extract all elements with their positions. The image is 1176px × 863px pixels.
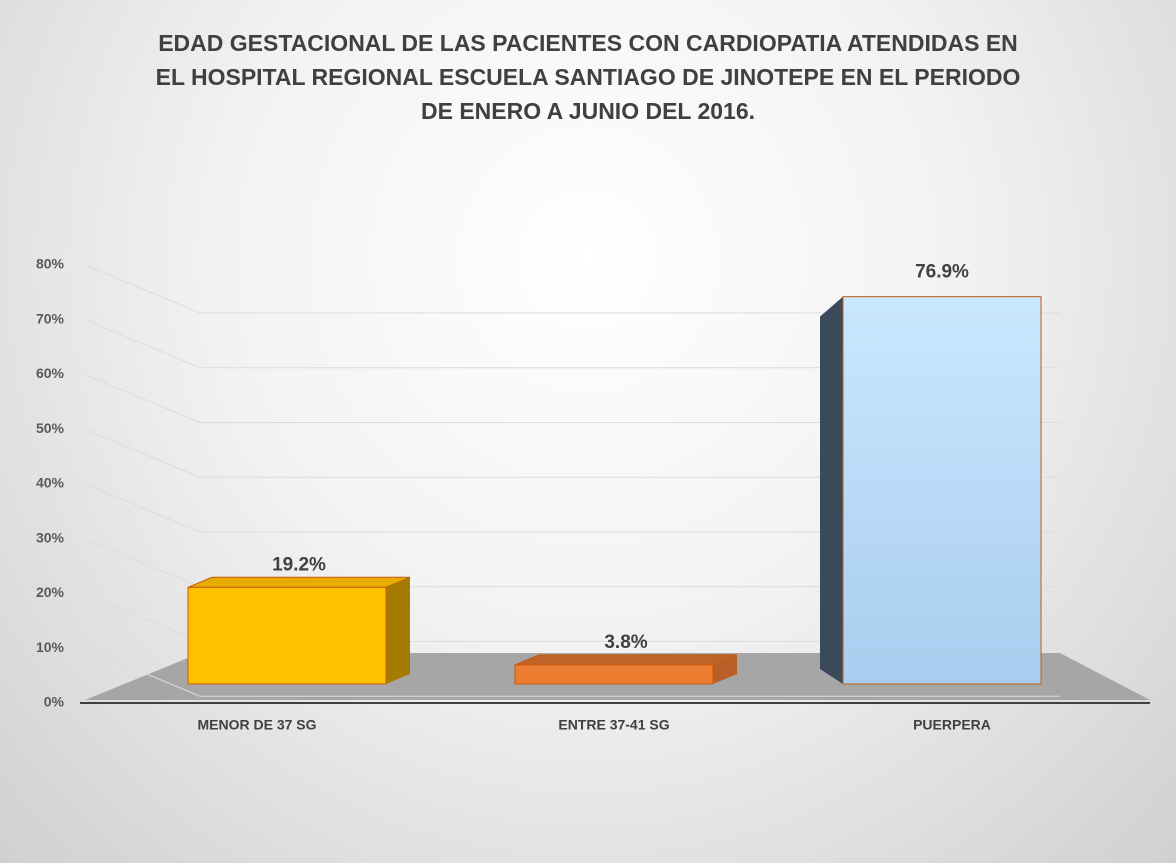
bar-side <box>820 296 843 684</box>
y-tick-label: 80% <box>36 256 65 272</box>
chart-title: EDAD GESTACIONAL DE LAS PACIENTES CON CA… <box>155 30 1021 124</box>
bar <box>187 586 387 685</box>
data-label: 76.9% <box>915 262 969 283</box>
grid-line <box>84 319 1060 369</box>
data-label: 3.8% <box>604 632 647 653</box>
y-tick-label: 50% <box>36 420 65 436</box>
grid-line <box>84 483 1060 533</box>
y-tick-label: 10% <box>36 639 65 655</box>
grid-line <box>84 428 1060 478</box>
grid-line <box>84 264 1060 314</box>
bar-top <box>187 576 411 588</box>
y-tick-label: 40% <box>36 475 65 491</box>
data-label: 19.2% <box>272 554 326 575</box>
bar-side <box>713 654 737 684</box>
x-tick-label: PUERPERA <box>913 717 991 733</box>
bar-side <box>386 577 410 684</box>
bar <box>514 664 714 685</box>
y-tick-label: 70% <box>36 310 65 326</box>
x-tick-label: ENTRE 37-41 SG <box>558 717 669 733</box>
y-tick-label: 60% <box>36 365 65 381</box>
bar <box>842 296 1042 685</box>
y-tick-label: 0% <box>44 694 65 710</box>
grid-line <box>84 374 1060 423</box>
y-tick-label: 30% <box>36 529 65 545</box>
grid-line <box>84 647 1060 697</box>
x-tick-label: MENOR DE 37 SG <box>197 717 316 733</box>
y-tick-label: 20% <box>36 584 65 600</box>
bar-top <box>514 654 738 666</box>
